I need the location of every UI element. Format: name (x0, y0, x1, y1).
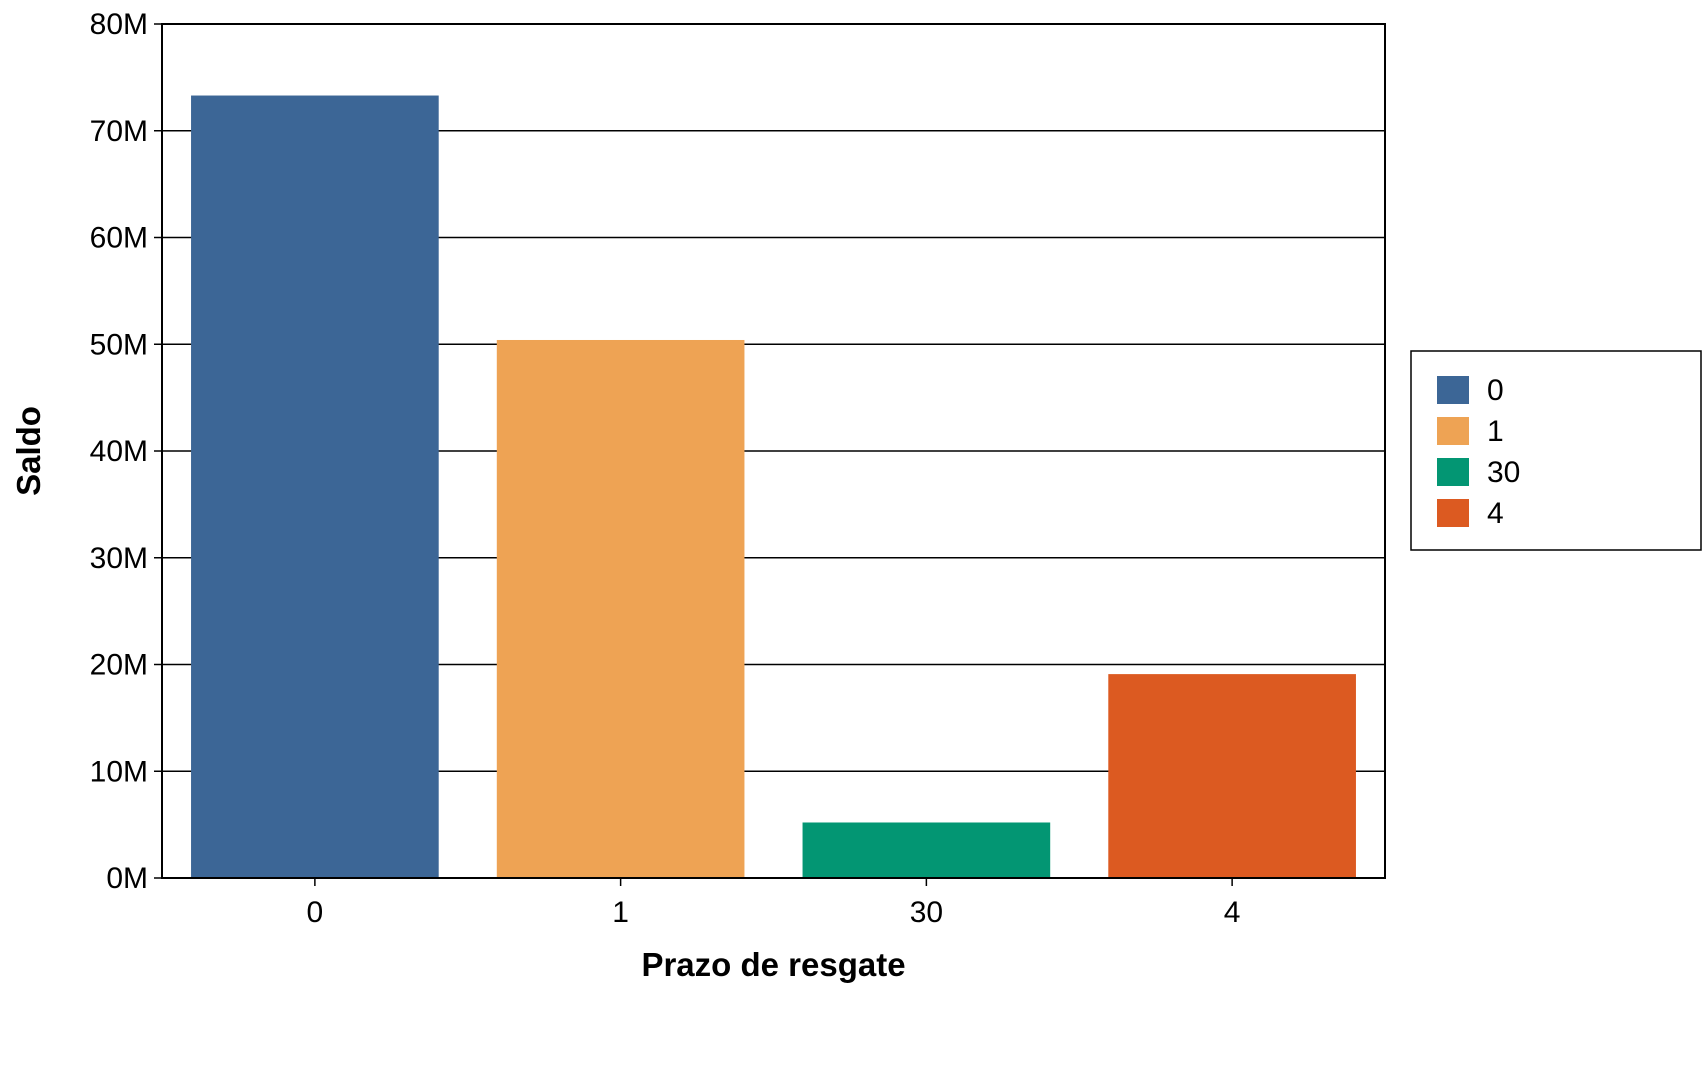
legend-label: 4 (1487, 497, 1504, 530)
x-tick-label: 1 (612, 896, 629, 929)
y-tick-label: 30M (90, 542, 148, 575)
legend-swatch-0 (1437, 376, 1469, 404)
y-tick-label: 70M (90, 115, 148, 148)
legend-label: 1 (1487, 415, 1504, 448)
x-axis-title: Prazo de resgate (641, 946, 905, 983)
y-tick-label: 40M (90, 435, 148, 468)
legend: 0 1 30 4 (1410, 350, 1702, 551)
bar-30 (802, 822, 1051, 878)
legend-swatch-30 (1437, 458, 1469, 486)
y-axis-ticks: 0M 10M 20M 30M 40M 50M 60M 70M 80M (90, 8, 162, 895)
x-tick-label: 0 (307, 896, 324, 929)
y-tick-label: 80M (90, 8, 148, 41)
legend-label: 30 (1487, 456, 1520, 489)
x-tick-label: 30 (910, 896, 943, 929)
legend-label: 0 (1487, 374, 1504, 407)
y-axis-title: Saldo (10, 406, 47, 496)
y-tick-label: 0M (106, 862, 148, 895)
y-tick-label: 60M (90, 222, 148, 255)
y-tick-label: 50M (90, 328, 148, 361)
x-axis-ticks: 0 1 30 4 (307, 878, 1241, 929)
bar-0 (191, 95, 439, 878)
bar-4 (1108, 674, 1356, 878)
y-tick-label: 20M (90, 649, 148, 682)
bars (191, 95, 1356, 879)
legend-swatch-4 (1437, 499, 1469, 527)
legend-swatch-1 (1437, 417, 1469, 445)
y-tick-label: 10M (90, 755, 148, 788)
x-tick-label: 4 (1224, 896, 1241, 929)
bar-1 (496, 339, 745, 879)
